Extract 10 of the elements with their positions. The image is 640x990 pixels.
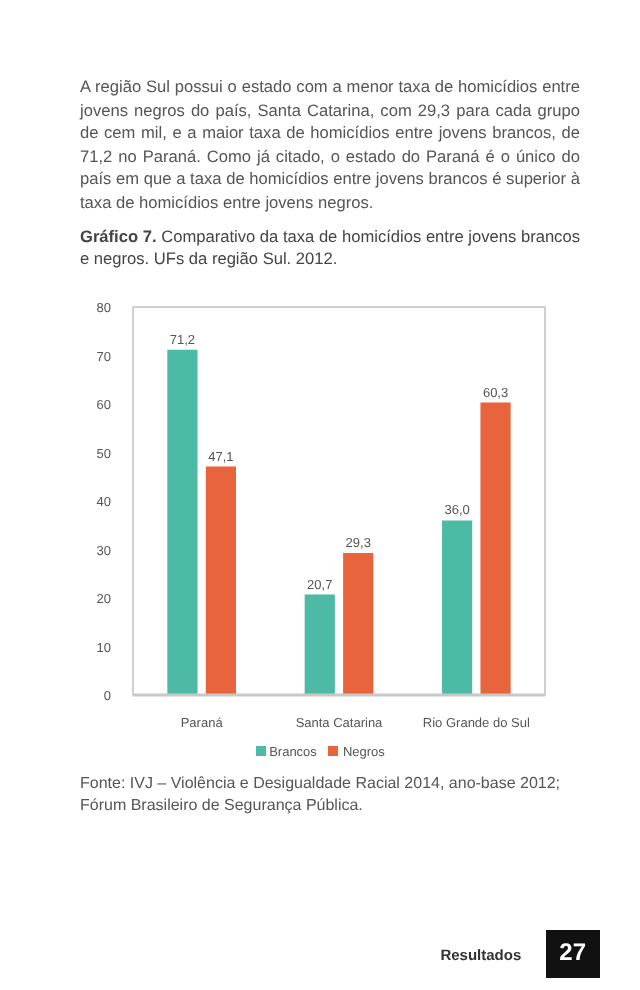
text: A região Sul possui o estado com a menor taxa de homicídios entre jovens negros do país, Santa Catarina, com 29,3 para cada grupo de cem mil, e a maior taxa de homicídios entre jovens brancos, de 71,2 no Paraná. Como já citado, o estado do Paraná é o único do país em que a taxa de homicídios entre jovens brancos é superior à taxa de homicídios entre jovens negros. [80, 76, 580, 214]
bar [480, 403, 511, 696]
source-note: Fonte: IVJ – Violência e Desigualdade Racial 2014, ano-base 2012; Fórum Brasileiro de Segurança Pública. [80, 772, 563, 817]
chart-title: Gráfico 7. Comparativo da taxa de homicídios entre jovens brancos e negros. UFs da região Sul. 2012. [80, 225, 580, 272]
text: 27 [545, 930, 600, 978]
bar [205, 467, 236, 696]
bar [167, 350, 198, 696]
bar [304, 595, 335, 696]
bar [442, 520, 473, 696]
bar [343, 553, 374, 696]
